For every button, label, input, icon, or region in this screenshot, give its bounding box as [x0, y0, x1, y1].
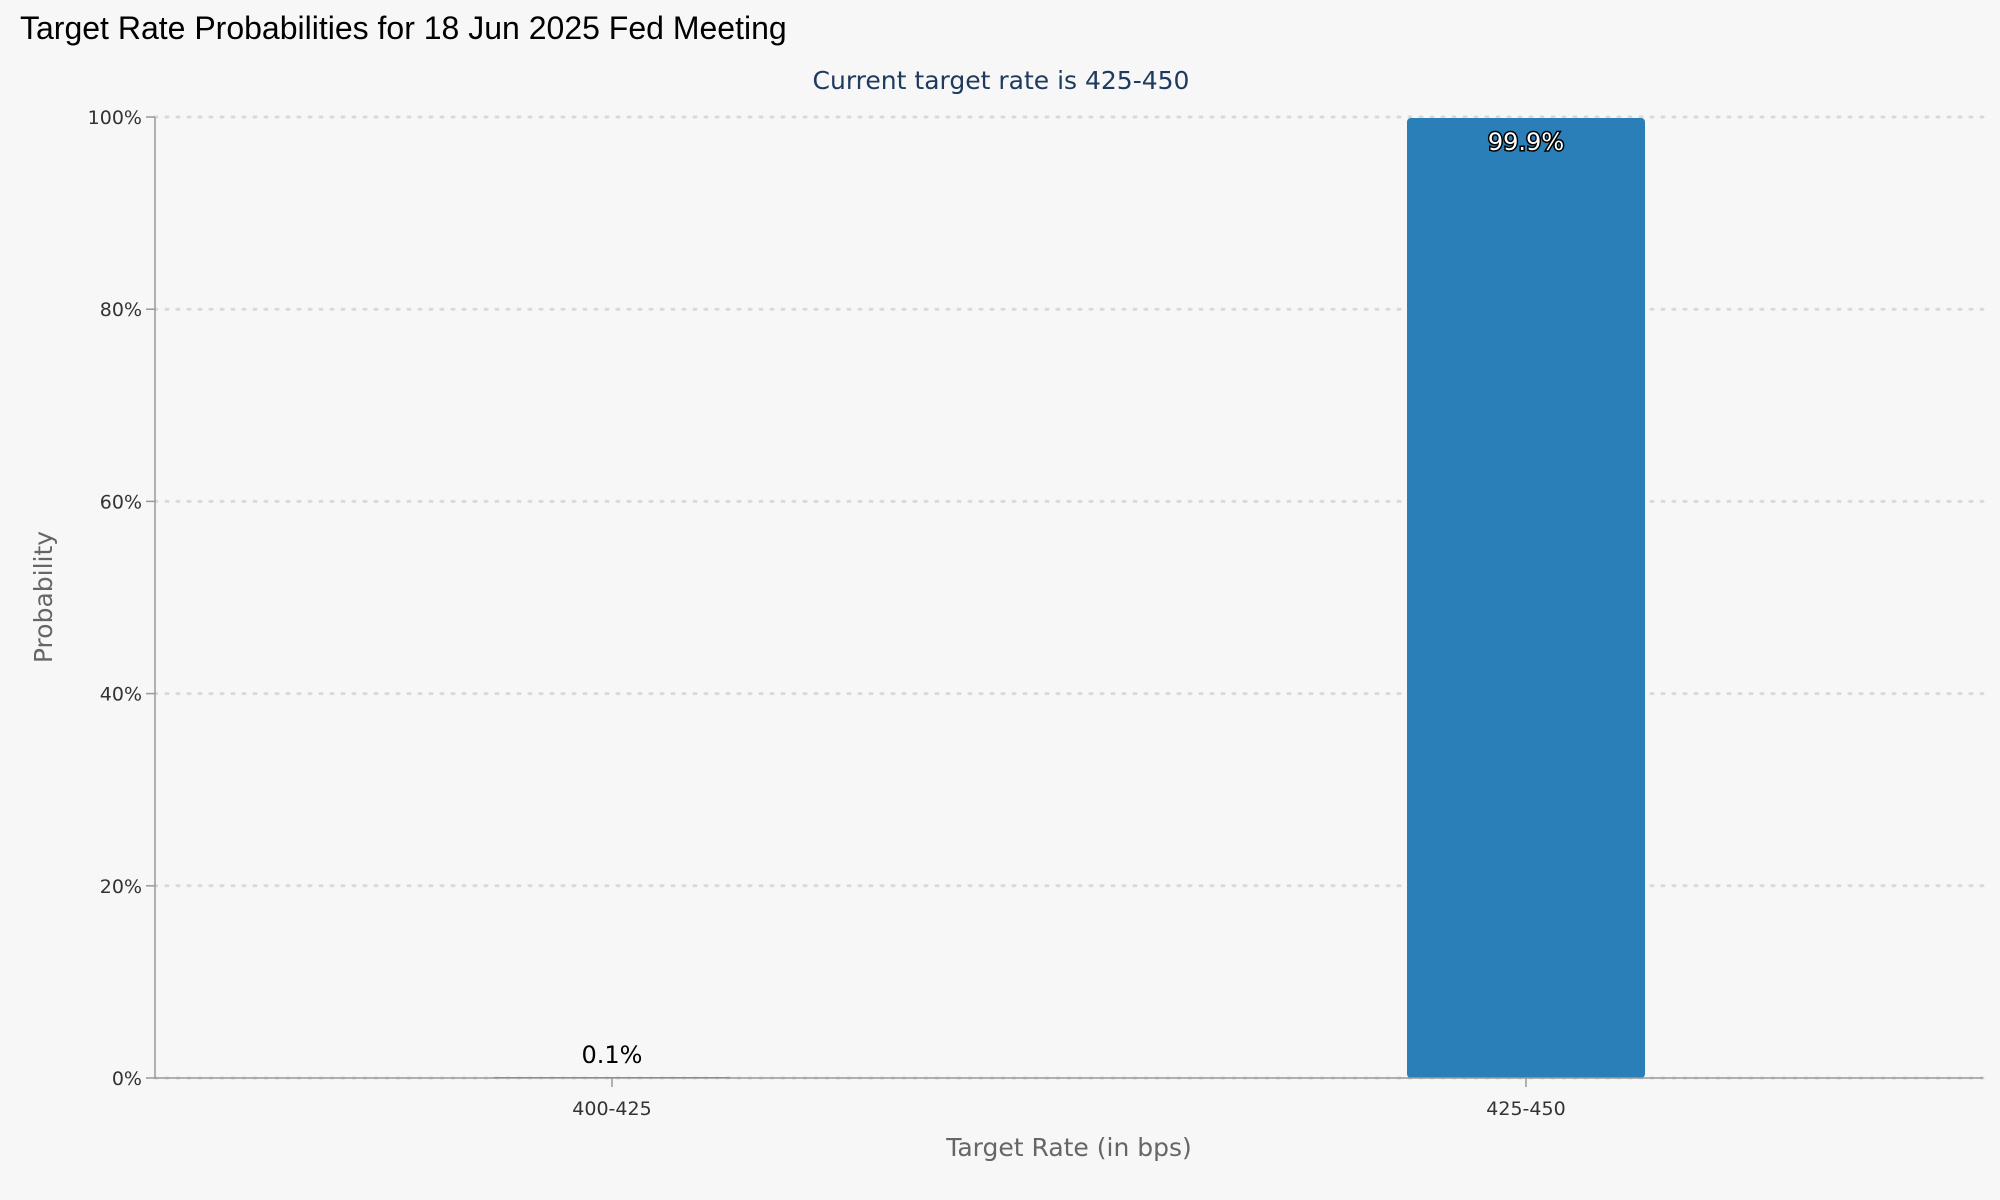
x-tick-label: 400-425: [572, 1098, 651, 1120]
data-label: 99.9%: [1488, 128, 1564, 156]
bars: 0.1% 99.9%: [493, 117, 1645, 1078]
bar-425-450[interactable]: [1407, 117, 1645, 1078]
y-axis-ticks: 0% 20% 40% 60% 80% 100%: [88, 107, 155, 1090]
y-tick-label: 60%: [100, 491, 142, 513]
gridlines: [153, 115, 1985, 1080]
x-tick-label: 425-450: [1486, 1098, 1565, 1120]
y-tick-label: 0%: [112, 1068, 142, 1090]
y-tick-label: 40%: [100, 684, 142, 706]
chart-subtitle: Current target rate is 425-450: [813, 66, 1190, 95]
x-axis-label: Target Rate (in bps): [945, 1133, 1192, 1162]
x-axis-ticks: 400-425 425-450: [572, 1078, 1566, 1120]
y-tick-label: 20%: [100, 876, 142, 898]
y-axis-label: Probability: [29, 531, 58, 663]
page-title: Target Rate Probabilities for 18 Jun 202…: [20, 10, 787, 46]
data-label: 0.1%: [582, 1041, 643, 1069]
y-tick-label: 80%: [100, 299, 142, 321]
y-tick-label: 100%: [88, 107, 142, 129]
